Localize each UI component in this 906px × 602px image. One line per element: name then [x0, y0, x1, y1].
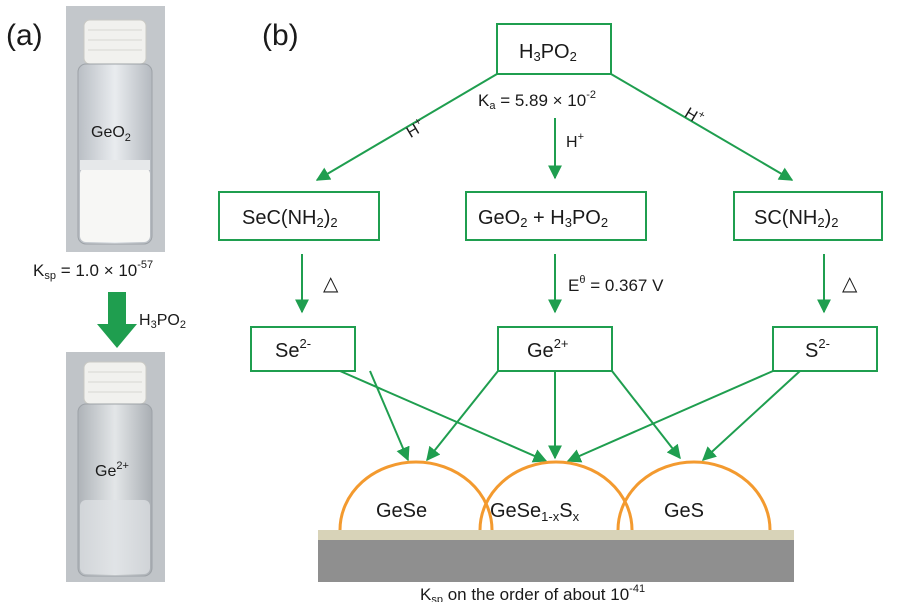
vial-bottom-label: Ge2+	[95, 460, 129, 480]
box-geo2-h3po2	[465, 191, 647, 241]
box-h3po2-text: H3PO2	[519, 41, 577, 64]
right-arrow-label: H+	[681, 102, 707, 128]
box-thiourea-se-text: SeC(NH2)2	[242, 207, 338, 230]
vial-photo-geo2	[66, 6, 165, 252]
arrow-s-to-gesesx	[566, 370, 774, 463]
dome-ges	[616, 460, 772, 531]
box-ge2plus-text: Ge2+	[527, 336, 569, 362]
product-ges: GeS	[664, 500, 704, 522]
box-geo2-h3po2-text: GeO2 + H3PO2	[478, 207, 608, 230]
arrow-s-to-ges	[701, 370, 801, 461]
arrow-top-right	[610, 73, 794, 181]
ka-value: Ka = 5.89 × 10-2	[478, 89, 596, 112]
dome-gese	[338, 460, 494, 531]
box-thiourea-s-text: SC(NH2)2	[754, 207, 838, 230]
product-gese: GeSe	[376, 500, 427, 522]
substrate-film	[318, 530, 794, 540]
product-gesesx: GeSe1-xSx	[490, 500, 580, 524]
arrow-se-to-gese	[369, 370, 410, 462]
arrow-ge-to-ges	[611, 370, 681, 460]
potential-value: Eθ = 0.367 V	[568, 274, 664, 295]
arrow-se-to-gesesx	[339, 370, 548, 463]
box-h3po2	[496, 23, 612, 75]
box-s2minus-text: S2-	[805, 336, 830, 362]
box-thiourea-s	[733, 191, 883, 241]
substrate-base	[318, 540, 794, 582]
arrow-ge-to-gese	[426, 370, 499, 462]
reduction-arrow	[97, 292, 137, 348]
heat-right: △	[842, 273, 858, 295]
box-se2minus	[250, 326, 356, 372]
panel-b-label: (b)	[262, 19, 299, 52]
arrow-top-left	[315, 73, 498, 181]
box-thiourea-se	[218, 191, 380, 241]
left-arrow-label: H+	[402, 115, 428, 141]
box-s2minus	[772, 326, 878, 372]
ksp-geo2: Ksp = 1.0 × 10-57	[33, 259, 153, 282]
bottom-ksp-note: Ksp on the order of about 10-41	[420, 583, 645, 602]
panel-a-label: (a)	[6, 19, 43, 52]
reagent-h3po2: H3PO2	[139, 312, 186, 331]
mid-arrow-label: H+	[566, 131, 584, 151]
vial-top-label: GeO2	[91, 124, 131, 144]
heat-left: △	[323, 273, 339, 295]
box-se2minus-text: Se2-	[275, 336, 311, 362]
vial-photo-ge2plus	[66, 352, 165, 582]
